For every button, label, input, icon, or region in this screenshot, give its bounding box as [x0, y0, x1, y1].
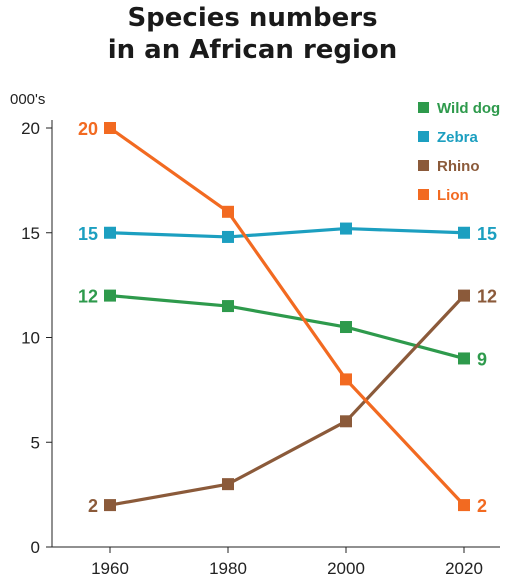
data-point-lion [458, 499, 470, 512]
y-axis-label: 000's [10, 91, 45, 108]
data-labels: 12 9 15 15 2 12 20 2 [78, 119, 497, 516]
data-point-lion [222, 205, 234, 218]
series-line-zebra [109, 226, 465, 239]
data-label-wild-dog-start: 12 [78, 287, 98, 307]
data-label-rhino-start: 2 [88, 496, 98, 516]
data-label-wild-dog-end: 9 [477, 349, 487, 369]
data-point-zebra [340, 222, 352, 235]
data-label-zebra-end: 15 [477, 224, 497, 244]
data-label-lion-start: 20 [78, 119, 98, 139]
data-point-rhino [458, 289, 470, 302]
data-point-wild-dog [340, 321, 352, 334]
data-point-zebra [458, 226, 470, 239]
legend-swatch-wild-dog [418, 102, 429, 113]
data-point-wild-dog [222, 300, 234, 313]
series-line-rhino [109, 294, 466, 507]
data-point-rhino [104, 499, 116, 512]
x-tick-label: 1980 [209, 559, 247, 578]
x-tick-label: 1960 [91, 559, 129, 578]
data-point-wild-dog [104, 289, 116, 302]
y-tick-label: 20 [21, 119, 40, 138]
series-markers [104, 122, 470, 512]
legend-swatch-zebra [418, 131, 429, 142]
y-tick-label: 10 [21, 329, 40, 348]
data-point-rhino [340, 415, 352, 428]
legend-swatch-lion [418, 189, 429, 200]
data-label-lion-end: 2 [477, 496, 487, 516]
legend-label-wild-dog: Wild dog [437, 100, 500, 117]
series-line-lion [109, 126, 466, 507]
y-tick-label: 5 [31, 433, 40, 452]
data-point-rhino [222, 478, 234, 491]
data-label-rhino-end: 12 [477, 287, 497, 307]
chart-title-line-1: Species numbers [127, 3, 378, 33]
legend: Wild dog Zebra Rhino Lion [418, 100, 500, 204]
chart-title: Species numbers in an African region [0, 2, 505, 66]
data-point-zebra [104, 226, 116, 239]
x-tick-label: 2020 [445, 559, 483, 578]
data-point-zebra [222, 230, 234, 243]
data-label-zebra-start: 15 [78, 224, 98, 244]
data-point-wild-dog [458, 352, 470, 365]
series-lines [109, 126, 466, 507]
legend-swatch-rhino [418, 160, 429, 171]
y-tick-label: 15 [21, 224, 40, 243]
legend-label-zebra: Zebra [437, 129, 479, 146]
chart-title-line-2: in an African region [107, 35, 398, 65]
legend-label-rhino: Rhino [437, 158, 480, 175]
y-tick-label: 0 [31, 538, 40, 557]
chart-axes: 000's 0 5 10 15 20 1960 1980 2000 2020 [10, 91, 500, 578]
data-point-lion [104, 122, 116, 134]
x-tick-label: 2000 [327, 559, 365, 578]
series-line-wild-dog [109, 294, 465, 360]
legend-label-lion: Lion [437, 187, 469, 204]
data-point-lion [340, 373, 352, 386]
